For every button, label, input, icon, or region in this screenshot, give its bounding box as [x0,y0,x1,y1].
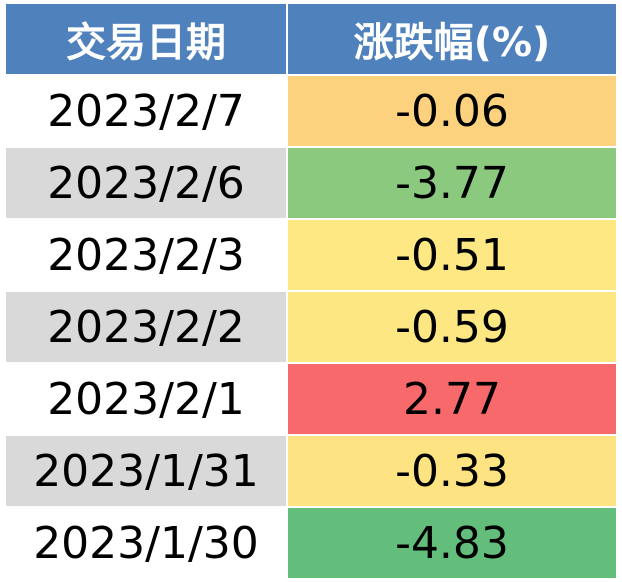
date-cell: 2023/2/3 [6,220,286,290]
change-cell: -0.33 [288,436,616,506]
change-cell: -4.83 [288,508,616,578]
date-cell: 2023/2/7 [6,76,286,146]
change-cell: -0.06 [288,76,616,146]
date-cell: 2023/2/1 [6,364,286,434]
date-cell: 2023/2/2 [6,292,286,362]
change-cell: 2.77 [288,364,616,434]
change-cell: -0.59 [288,292,616,362]
date-cell: 2023/1/30 [6,508,286,578]
change-cell: -0.51 [288,220,616,290]
date-cell: 2023/1/31 [6,436,286,506]
header-cell: 交易日期 [6,4,286,74]
table: 交易日期 涨跌幅(%) 2023/2/7 -0.06 2023/2/6 -3.77 2023… [6,4,616,578]
header-cell: 涨跌幅(%) [288,4,616,74]
change-cell: -3.77 [288,148,616,218]
date-cell: 2023/2/6 [6,148,286,218]
